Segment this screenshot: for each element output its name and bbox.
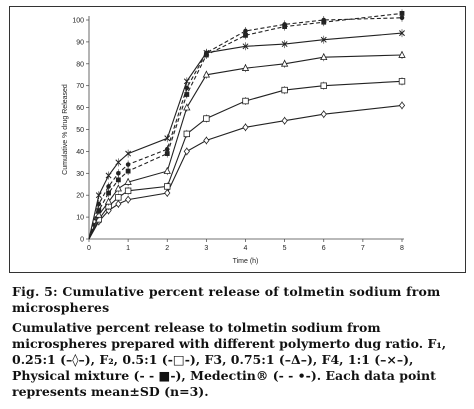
data-point-s4 — [320, 36, 327, 43]
data-point-s1 — [242, 123, 249, 132]
data-point-s5 — [184, 92, 190, 97]
data-point-s2 — [398, 78, 406, 85]
data-point-s4 — [95, 192, 102, 199]
data-point-s1 — [203, 136, 210, 145]
data-point-s6 — [399, 15, 405, 21]
y-tick-label: 80 — [76, 61, 84, 68]
data-point-s3 — [114, 184, 123, 192]
x-tick-label: 3 — [204, 245, 208, 252]
y-tick-label: 40 — [76, 149, 84, 156]
data-point-s6 — [164, 146, 170, 152]
series-line-4 — [88, 32, 403, 240]
series-line-6 — [88, 17, 403, 240]
data-point-s2 — [124, 187, 132, 195]
x-tick-label: 2 — [165, 245, 169, 252]
data-point-s5 — [96, 208, 102, 213]
data-point-s2 — [281, 86, 288, 94]
x-tick-label: 6 — [322, 245, 326, 252]
y-tick-label: 100 — [72, 18, 84, 25]
data-point-s6 — [204, 50, 209, 56]
data-point-s6 — [96, 201, 102, 207]
series-line-5 — [88, 12, 403, 240]
x-tick-label: 0 — [87, 245, 91, 252]
data-point-s5 — [125, 168, 131, 174]
x-tick-label: 1 — [126, 245, 130, 252]
data-point-s3 — [241, 63, 250, 71]
x-tick-label: 8 — [400, 245, 404, 252]
data-point-s1 — [281, 116, 288, 125]
y-axis-label: Cumulative % drug Released — [62, 84, 69, 175]
data-point-s3 — [183, 103, 191, 111]
data-point-s2 — [115, 194, 122, 201]
data-point-s4 — [115, 159, 122, 166]
data-point-s2 — [320, 82, 327, 89]
figure-caption: Cumulative percent release to tolmetin s… — [12, 320, 447, 399]
data-point-s2 — [183, 130, 191, 138]
data-point-s4 — [164, 135, 171, 142]
data-point-s5 — [399, 11, 405, 16]
data-point-s4 — [399, 30, 405, 37]
data-point-s6 — [184, 85, 190, 91]
release-line-chart: 0 10 20 30 40 50 60 70 80 90 100 0 1 2 3 4 5 6 7 8 Time (h) C… — [62, 9, 406, 265]
data-point-s1 — [164, 189, 171, 197]
data-point-s5 — [115, 177, 121, 183]
data-point-s3 — [202, 70, 211, 78]
data-point-s1 — [320, 110, 327, 119]
data-point-s6 — [106, 184, 111, 189]
data-point-s1 — [115, 200, 122, 208]
data-point-s4 — [125, 150, 132, 157]
chart-frame: 0 10 20 30 40 50 60 70 80 90 100 0 1 2 3 4 5 6 7 8 Time (h) C… — [9, 6, 466, 273]
data-point-s3 — [398, 50, 406, 58]
y-tick-label: 0 — [80, 237, 84, 244]
data-point-s2 — [164, 183, 171, 190]
data-point-s6 — [116, 171, 121, 176]
y-tick-label: 70 — [76, 83, 84, 90]
data-point-s4 — [281, 41, 288, 48]
data-point-s1 — [183, 147, 190, 156]
data-point-s5 — [106, 190, 111, 196]
figure-title: Fig. 5: Cumulative percent release of to… — [12, 284, 441, 315]
data-point-s6 — [321, 17, 327, 23]
y-tick-label: 10 — [76, 215, 84, 222]
x-tick-label: 4 — [244, 245, 248, 252]
data-point-s4 — [242, 43, 249, 50]
data-point-s2 — [203, 115, 210, 122]
data-point-s3 — [320, 52, 328, 61]
y-tick-label: 20 — [76, 193, 84, 200]
data-point-s5 — [164, 151, 170, 156]
x-tick-label: 5 — [283, 245, 287, 252]
data-point-s2 — [242, 97, 249, 105]
y-tick-label: 60 — [76, 105, 84, 112]
y-tick-label: 30 — [76, 171, 84, 178]
x-tick-label: 7 — [361, 245, 365, 252]
y-tick-label: 90 — [76, 39, 84, 46]
data-point-s3 — [280, 59, 289, 67]
x-axis-label: Time (h) — [233, 258, 259, 265]
series-line-3 — [88, 54, 403, 240]
y-tick-label: 50 — [76, 127, 84, 134]
data-point-s4 — [183, 78, 190, 85]
data-point-s6 — [125, 162, 131, 167]
data-point-s5 — [243, 32, 248, 38]
data-point-s4 — [105, 172, 112, 179]
data-point-s6 — [282, 22, 287, 27]
data-point-s1 — [398, 101, 406, 110]
data-point-s6 — [243, 28, 248, 34]
data-point-s3 — [163, 166, 171, 174]
data-point-s3 — [104, 197, 113, 205]
data-point-s1 — [125, 195, 132, 204]
data-point-s3 — [124, 177, 132, 185]
